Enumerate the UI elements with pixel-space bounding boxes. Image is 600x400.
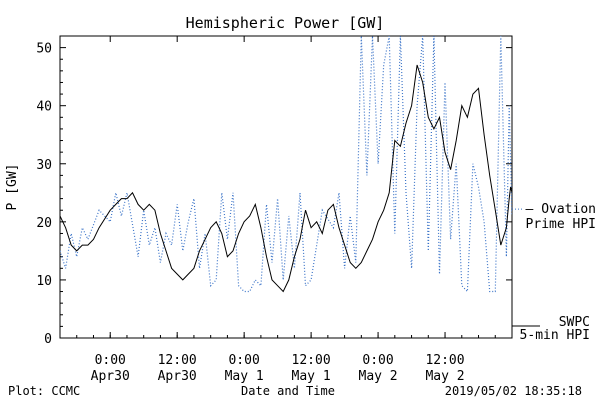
x-tick-label-date: May 2 [425,369,464,384]
chart-title: Hemispheric Power [GW] [186,14,385,32]
x-tick-label-time: 0:00 [228,353,259,368]
x-tick-label-date: Apr30 [158,369,197,384]
y-tick-label: 30 [36,158,52,173]
legend-ovation-label: Prime HPI [526,217,596,232]
legend-ovation-label: — Ovation [526,202,596,217]
y-tick-label: 40 [36,100,52,115]
series-line-0 [60,64,512,293]
x-tick-label-date: May 1 [292,369,331,384]
series-line-1 [60,36,512,293]
y-tick-label: 50 [36,42,52,57]
footer-credit: Plot: CCMC [8,384,80,398]
x-tick-label-date: May 2 [359,369,398,384]
y-tick-label: 0 [44,332,52,347]
y-tick-label: 10 [36,274,52,289]
x-tick-label-date: Apr30 [91,369,130,384]
x-tick-label-date: May 1 [225,369,264,384]
legend-swpc-label: SWPC [559,315,590,330]
series-layer [60,36,512,293]
y-axis-label: P [GW] [5,164,20,211]
x-tick-label-time: 12:00 [292,353,331,368]
y-tick-label: 20 [36,216,52,231]
legend-swpc-label: 5-min HPI [520,328,590,343]
plot-frame [59,35,513,339]
x-axis-label: Date and Time [241,384,335,398]
footer-timestamp: 2019/05/02 18:35:18 [445,384,582,398]
x-tick-label-time: 0:00 [362,353,393,368]
x-tick-label-time: 12:00 [425,353,464,368]
x-tick-label-time: 12:00 [158,353,197,368]
x-tick-label-time: 0:00 [95,353,126,368]
